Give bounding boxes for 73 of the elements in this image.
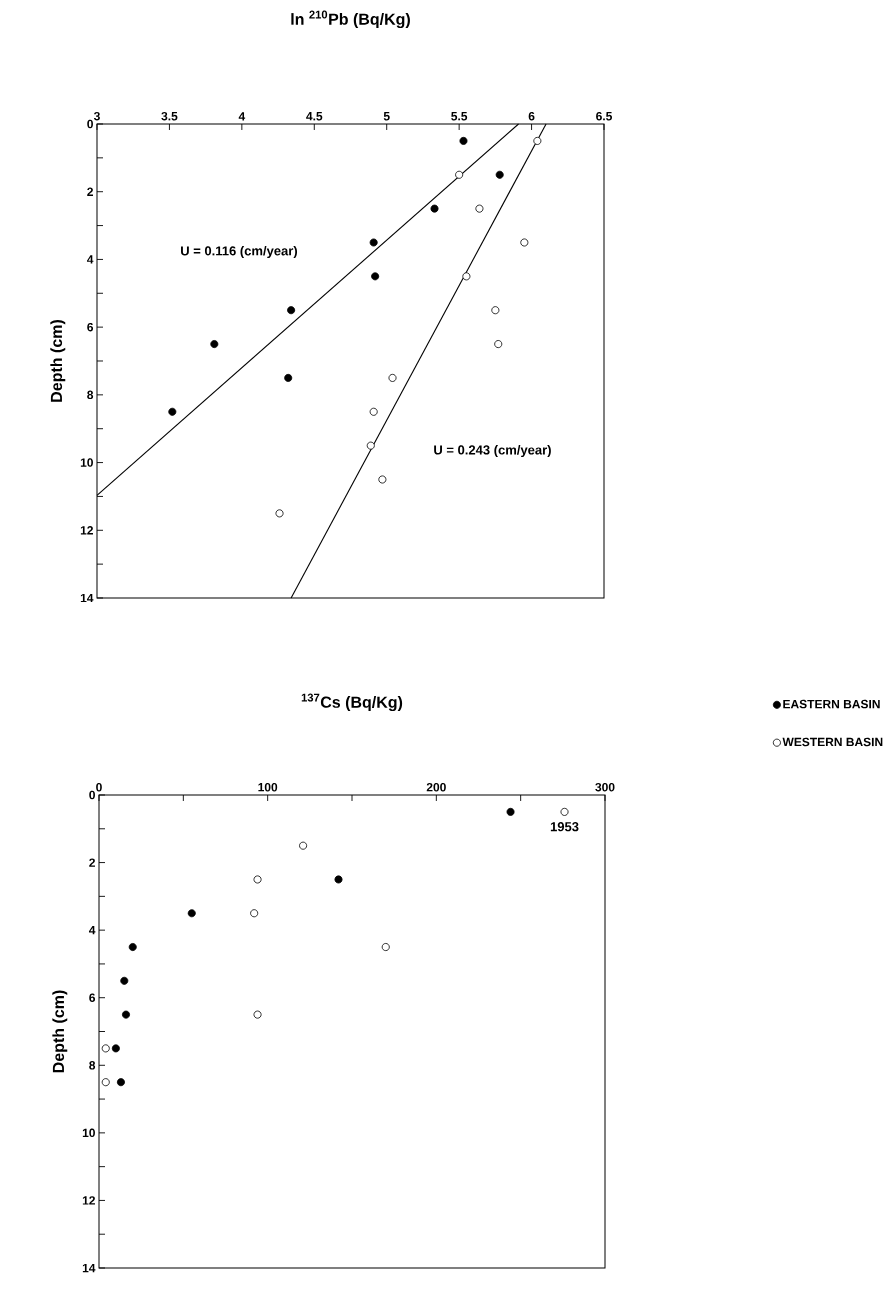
x-tick-label: 300	[595, 782, 615, 792]
point	[334, 875, 343, 884]
y-tick-label: 12	[80, 526, 93, 535]
x-tick-label: 100	[258, 782, 278, 792]
point	[462, 272, 471, 281]
point	[520, 238, 529, 247]
annotation: U = 0.116 (cm/year)	[181, 245, 298, 259]
point	[494, 340, 503, 349]
x-tick-label: 5.5	[451, 112, 468, 121]
point	[111, 1044, 120, 1053]
y-axis-title: Depth (cm)	[52, 990, 68, 1073]
point	[101, 1078, 110, 1087]
point	[116, 1078, 125, 1087]
point	[506, 807, 515, 816]
legend-label: WESTERN BASIN	[782, 737, 883, 747]
point	[253, 875, 262, 884]
y-tick-label: 2	[89, 858, 95, 867]
x-axis-title: $^{137}$Cs (Bq/Kg)	[301, 693, 403, 712]
x-tick-label: 3.5	[161, 111, 178, 121]
point	[495, 170, 504, 179]
point	[369, 238, 378, 247]
x-tick-label: 4	[238, 112, 246, 121]
point	[381, 943, 390, 952]
point	[250, 909, 259, 918]
point	[560, 807, 569, 816]
point	[430, 204, 439, 213]
x-tick-label: 4.5	[306, 112, 323, 121]
x-tick-label: 200	[426, 782, 446, 792]
y-tick-label: 14	[82, 1263, 96, 1273]
y-tick-label: 10	[82, 1128, 95, 1138]
annotation: U = 0.243 (cm/year)	[434, 444, 551, 458]
point	[284, 373, 293, 382]
x-tick-label: 5	[383, 112, 390, 121]
y-tick-label: 8	[89, 1061, 96, 1070]
point	[388, 373, 397, 382]
y-tick-label: 14	[80, 593, 94, 603]
legend-label: EASTERN BASIN	[783, 699, 880, 709]
y-tick-label: 4	[88, 926, 96, 935]
point	[210, 340, 219, 349]
y-tick-label: 12	[82, 1196, 95, 1205]
x-tick-label: 6.5	[596, 111, 613, 121]
y-tick-label: 2	[87, 187, 93, 196]
x-tick-label: 6	[528, 111, 535, 121]
point	[128, 943, 137, 952]
point	[366, 441, 375, 450]
annotation: 1953	[550, 822, 579, 832]
point	[120, 976, 129, 985]
y-tick-label: 8	[87, 390, 94, 400]
point	[491, 306, 500, 315]
point	[378, 475, 387, 484]
point	[168, 407, 177, 416]
point	[187, 909, 196, 918]
y-tick-label: 0	[87, 119, 93, 129]
point	[533, 136, 542, 145]
y-tick-label: 0	[89, 790, 95, 800]
x-tick-label: 3	[93, 111, 100, 121]
point	[275, 509, 284, 518]
y-tick-label: 10	[80, 458, 93, 467]
point	[475, 204, 484, 213]
point	[101, 1044, 110, 1053]
y-tick-label: 6	[89, 993, 96, 1002]
point	[459, 136, 468, 145]
point	[369, 407, 378, 416]
point	[287, 306, 296, 315]
y-tick-label: 4	[86, 255, 94, 264]
y-axis-title: Depth (cm)	[50, 320, 66, 402]
point	[121, 1010, 130, 1019]
point	[455, 170, 464, 179]
y-tick-label: 6	[87, 322, 94, 332]
x-axis-title: ln $^{210}$Pb (Bq/Kg)	[291, 10, 410, 29]
point	[253, 1010, 262, 1019]
point	[299, 841, 308, 850]
point	[371, 272, 380, 281]
